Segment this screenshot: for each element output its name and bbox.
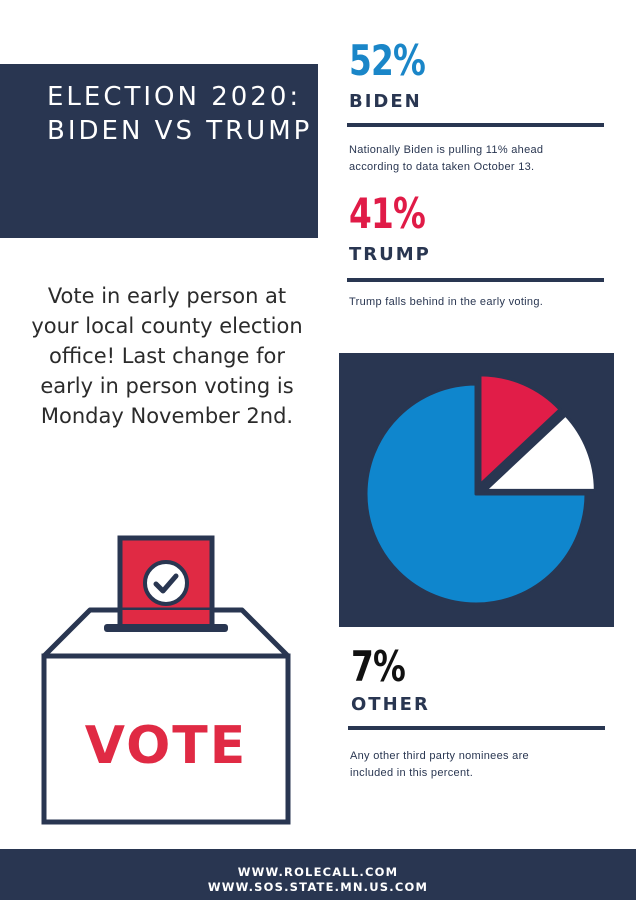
biden-percent: 52% [349, 36, 426, 85]
title-banner: ELECTION 2020: BIDEN VS TRUMP [0, 64, 318, 238]
pie-slice-other [483, 413, 597, 492]
pie-slice-trump [478, 373, 562, 487]
other-divider [348, 726, 605, 730]
trump-divider [347, 278, 604, 282]
footer: WWW.ROLECALL.COM WWW.SOS.STATE.MN.US.COM [0, 849, 636, 900]
pie-slice-biden [364, 382, 588, 606]
biden-divider [347, 123, 604, 127]
title-line-2: BIDEN VS TRUMP [47, 116, 313, 146]
title-line-1: ELECTION 2020: [47, 82, 302, 112]
vote-message-line-1: Vote in early person at [47, 284, 287, 308]
other-note: Any other third party nominees are inclu… [350, 748, 529, 782]
ballot-box-illustration: VOTE [41, 535, 291, 825]
vote-message: Vote in early person at your local count… [22, 281, 312, 431]
other-percent: 7% [351, 642, 406, 691]
ballot-paper-bottom [122, 610, 210, 624]
pie-chart-panel [339, 353, 614, 627]
ballot-box-body [41, 653, 291, 825]
biden-note-line-1: Nationally Biden is pulling 11% ahead [349, 144, 544, 156]
vote-message-line-5: Monday November 2nd. [40, 404, 294, 428]
biden-note-line-2: according to data taken October 13. [349, 161, 535, 173]
ballot-slot [104, 624, 228, 632]
pie-chart [364, 373, 597, 606]
footer-link-rolecall[interactable]: WWW.ROLECALL.COM [237, 865, 399, 879]
trump-label: TRUMP [349, 244, 431, 265]
biden-note: Nationally Biden is pulling 11% ahead ac… [349, 142, 543, 176]
trump-note: Trump falls behind in the early voting. [349, 296, 544, 308]
other-note-line-2: included in this percent. [350, 767, 474, 779]
vote-label: VOTE [85, 716, 248, 776]
trump-percent: 41% [349, 189, 426, 238]
biden-label: BIDEN [349, 91, 422, 112]
vote-message-line-4: early in person voting is [40, 374, 294, 398]
vote-message-line-3: office! Last change for [49, 344, 285, 368]
footer-link-sos[interactable]: WWW.SOS.STATE.MN.US.COM [207, 880, 429, 894]
check-circle-icon [143, 560, 189, 606]
other-label: OTHER [351, 694, 430, 715]
vote-message-line-2: your local county election [31, 314, 303, 338]
other-note-line-1: Any other third party nominees are [350, 750, 529, 762]
